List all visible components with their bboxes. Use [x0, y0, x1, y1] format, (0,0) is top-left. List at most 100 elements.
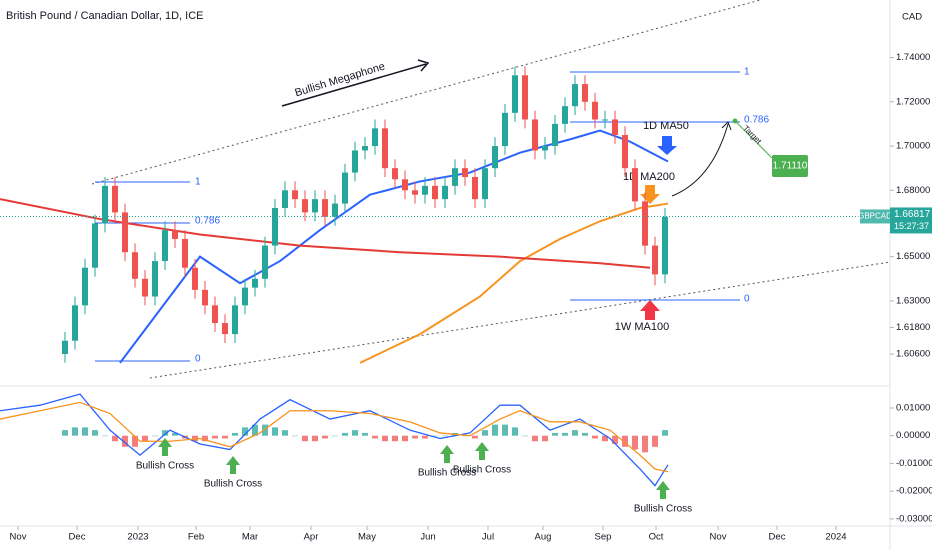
x-tick-label: 2024	[825, 532, 846, 543]
histogram-bar	[512, 427, 518, 436]
candle-body	[482, 168, 488, 200]
histogram-bar	[132, 435, 138, 447]
target-price: 1.71110	[773, 161, 808, 172]
histogram-bar	[82, 427, 88, 436]
ma50-arrow	[657, 136, 677, 155]
candle-body	[172, 230, 178, 239]
fib-left	[95, 181, 190, 362]
fib-label: 0.786	[195, 216, 220, 227]
histogram-bar	[312, 435, 318, 442]
candle-body	[292, 190, 298, 200]
histogram-bar	[172, 432, 178, 436]
candle-body	[472, 177, 478, 200]
histogram-bar	[472, 435, 478, 439]
candle-body	[582, 84, 588, 102]
x-tick-label: Jul	[482, 532, 494, 543]
y-tick-label: 1.68000	[896, 185, 930, 196]
candle-body	[232, 305, 238, 335]
candle-body	[212, 305, 218, 324]
histogram-bar	[542, 435, 548, 442]
candle-body	[82, 267, 88, 306]
candle-body	[602, 119, 608, 121]
cross-label: Bullish Cross	[136, 461, 194, 472]
ma200-arrow	[640, 185, 660, 204]
fib-right	[570, 71, 740, 301]
price-box	[890, 207, 932, 234]
target-line	[734, 120, 773, 159]
histogram-bar	[632, 435, 638, 450]
candle-body	[392, 168, 398, 180]
y-tick-label: 1.65000	[896, 251, 930, 262]
price-label: 1.66817	[894, 209, 931, 220]
projection-curve	[671, 123, 729, 197]
fib-label: 0	[744, 294, 750, 305]
x-tick-label: Mar	[242, 532, 258, 543]
y-tick-label: -0.03000	[896, 513, 932, 524]
candle-body	[302, 199, 308, 213]
ma200-label: 1D MA200	[623, 171, 675, 183]
candle-body	[522, 75, 528, 120]
cross-arrow	[475, 442, 489, 460]
histogram-bar	[382, 435, 388, 442]
histogram-bar	[282, 430, 288, 436]
fib-label: 1	[195, 177, 201, 188]
fib-label: 1	[744, 67, 750, 78]
histogram-bar	[122, 435, 128, 447]
symbol-label: GBPCAD	[858, 212, 892, 221]
histogram-bar	[92, 430, 98, 436]
macd-line	[0, 401, 669, 473]
ma100-arrow	[640, 300, 660, 320]
x-tick-label: Sep	[595, 532, 612, 543]
histogram-bar	[202, 435, 208, 442]
candle-body	[372, 128, 378, 147]
symbol-box	[860, 209, 890, 224]
histogram-bar	[432, 435, 438, 437]
histogram-bar	[262, 424, 268, 436]
x-tick-label: Feb	[188, 532, 204, 543]
candle-body	[542, 146, 548, 151]
histogram-bar	[532, 435, 538, 442]
ma100-label: 1W MA100	[615, 321, 669, 333]
histogram-bar	[232, 432, 238, 436]
candle-body	[262, 245, 268, 279]
histogram-bar	[252, 424, 258, 436]
histogram-bar	[322, 435, 328, 439]
cross-label: Bullish Cross	[453, 465, 511, 476]
cross-label: Bullish Cross	[418, 468, 476, 479]
cross-label: Bullish Cross	[204, 479, 262, 490]
y-tick-label: 1.63000	[896, 295, 930, 306]
moving-average	[359, 202, 669, 364]
histogram-bar	[592, 435, 598, 439]
histogram-bar	[332, 435, 338, 437]
candle-body	[192, 267, 198, 290]
x-tick-label: Oct	[649, 532, 664, 543]
candle-body	[442, 185, 448, 200]
histogram-bar	[112, 435, 118, 442]
histogram-bar	[362, 432, 368, 436]
histogram-bar	[422, 435, 428, 439]
histogram-bar	[222, 435, 228, 439]
histogram-bar	[482, 430, 488, 436]
candle-body	[112, 185, 118, 213]
cross-arrow	[440, 445, 454, 463]
candle-body	[162, 230, 168, 262]
megaphone-arrow	[281, 63, 427, 107]
candle-body	[572, 84, 578, 107]
histogram-bar	[582, 432, 588, 436]
candle-body	[362, 146, 368, 151]
candle-body	[252, 278, 258, 288]
candle-body	[502, 112, 508, 147]
currency: CAD	[902, 12, 922, 23]
x-tick-label: Nov	[10, 532, 27, 543]
histogram-bar	[642, 435, 648, 453]
histogram-bar	[152, 435, 158, 437]
histogram-bar	[572, 430, 578, 436]
x-tick-label: May	[358, 532, 376, 543]
y-tick-label: 1.60600	[896, 349, 930, 360]
histogram-bar	[502, 424, 508, 436]
y-tick-label: 0.00000	[896, 430, 930, 441]
y-tick-label: 0.01000	[896, 402, 930, 413]
megaphone-arrow-head	[417, 59, 430, 72]
fib-label: 0	[195, 354, 201, 365]
